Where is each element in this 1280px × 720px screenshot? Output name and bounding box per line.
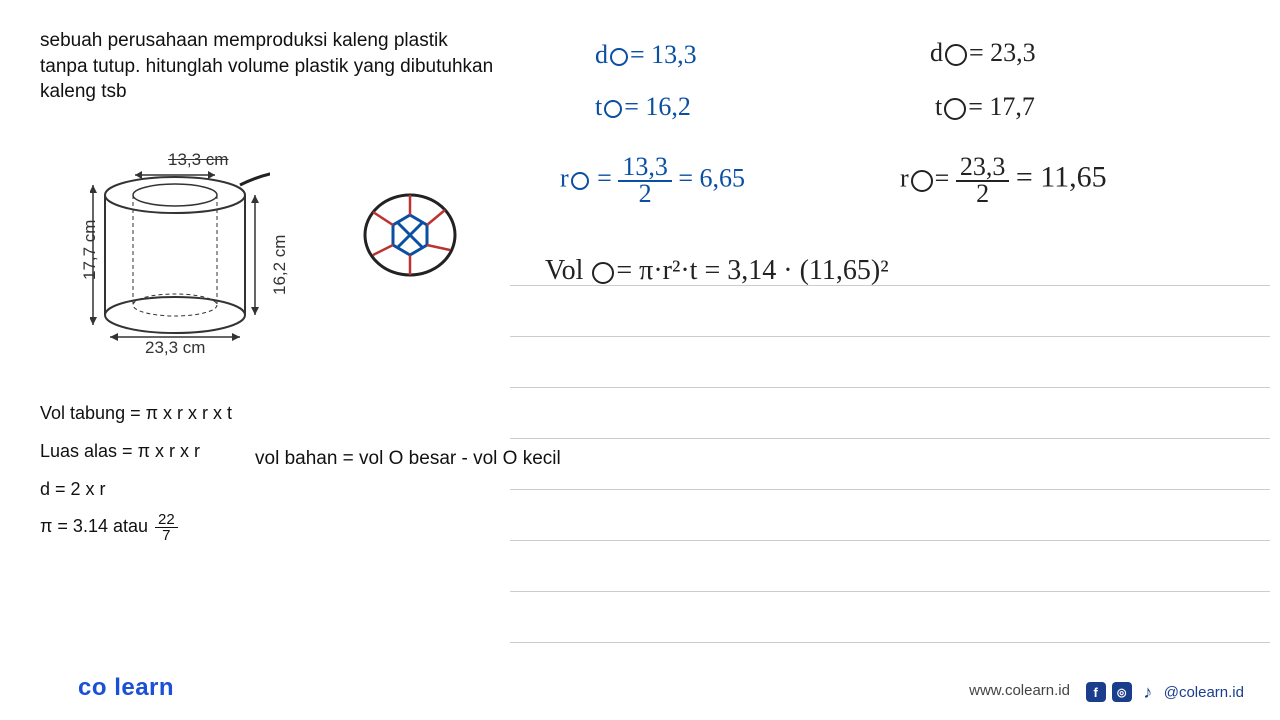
r-big-frac-den: 2 (972, 182, 993, 207)
dimension-right: 16,2 cm (270, 235, 290, 295)
vol-label: Vol (545, 255, 583, 286)
t-big-val: = 17,7 (968, 92, 1035, 121)
d-big-label: d (930, 38, 943, 67)
tiktok-icon: ♪ (1138, 682, 1158, 702)
ruled-lines (510, 235, 1270, 643)
pi-fraction: 22 7 (155, 512, 178, 543)
d-small-val: = 13,3 (630, 40, 697, 69)
cylinder-svg (90, 165, 270, 345)
social-handle: @colearn.id (1164, 684, 1244, 701)
formula-diameter: d = 2 x r (40, 471, 232, 509)
problem-line3: kaleng tsb (40, 79, 493, 105)
facebook-icon: f (1086, 682, 1106, 702)
r-small-result: = 6,65 (678, 164, 745, 193)
r-small-frac-den: 2 (635, 182, 656, 207)
hand-vol-big: Vol = π·r²·t = 3,14 · (11,65)² (545, 255, 889, 287)
t-small-val: = 16,2 (624, 92, 691, 121)
logo-part2: learn (114, 674, 174, 701)
t-big-label: t (935, 92, 942, 121)
hand-d-small: d = 13,3 (595, 40, 697, 70)
cylinder-diagram: 13,3 cm 17,7 cm 16,2 cm 23,3 cm (60, 150, 480, 380)
brand-logo: co learn (78, 674, 174, 702)
formula-luas-alas: Luas alas = π x r x r (40, 433, 232, 471)
vol-expr: = π·r²·t = 3,14 · (11,65)² (616, 255, 888, 286)
r-small-label: r (560, 164, 569, 193)
hand-t-small: t = 16,2 (595, 92, 691, 122)
problem-line2: tanpa tutup. hitunglah volume plastik ya… (40, 54, 493, 80)
formula-pi: π = 3.14 atau 22 7 (40, 508, 232, 546)
r-big-frac-num: 23,3 (956, 155, 1010, 182)
social-block: f ◎ ♪ @colearn.id (1086, 682, 1244, 702)
hand-d-big: d = 23,3 (930, 38, 1036, 68)
r-small-frac: 13,3 2 (618, 155, 672, 206)
problem-statement: sebuah perusahaan memproduksi kaleng pla… (40, 28, 493, 105)
r-big-label: r (900, 164, 909, 193)
r-big-result: = 11,65 (1016, 161, 1107, 194)
formula-list: Vol tabung = π x r x r x t Luas alas = π… (40, 395, 232, 546)
t-small-label: t (595, 92, 602, 121)
r-small-frac-num: 13,3 (618, 155, 672, 182)
pi-prefix: π = 3.14 atau (40, 508, 148, 546)
problem-line1: sebuah perusahaan memproduksi kaleng pla… (40, 28, 493, 54)
hand-r-big: r= 23,3 2 = 11,65 (900, 155, 1107, 206)
logo-part1: co (78, 674, 107, 701)
footer-url: www.colearn.id (969, 682, 1070, 699)
instagram-icon: ◎ (1112, 682, 1132, 702)
hand-t-big: t = 17,7 (935, 92, 1035, 122)
formula-vol-tabung: Vol tabung = π x r x r x t (40, 395, 232, 433)
r-big-frac: 23,3 2 (956, 155, 1010, 206)
donut-scribble (355, 180, 475, 290)
pi-frac-num: 22 (155, 512, 178, 528)
d-big-val: = 23,3 (969, 38, 1036, 67)
hand-r-small: r = 13,3 2 = 6,65 (560, 155, 745, 206)
pi-frac-den: 7 (159, 528, 173, 543)
d-small-label: d (595, 40, 608, 69)
